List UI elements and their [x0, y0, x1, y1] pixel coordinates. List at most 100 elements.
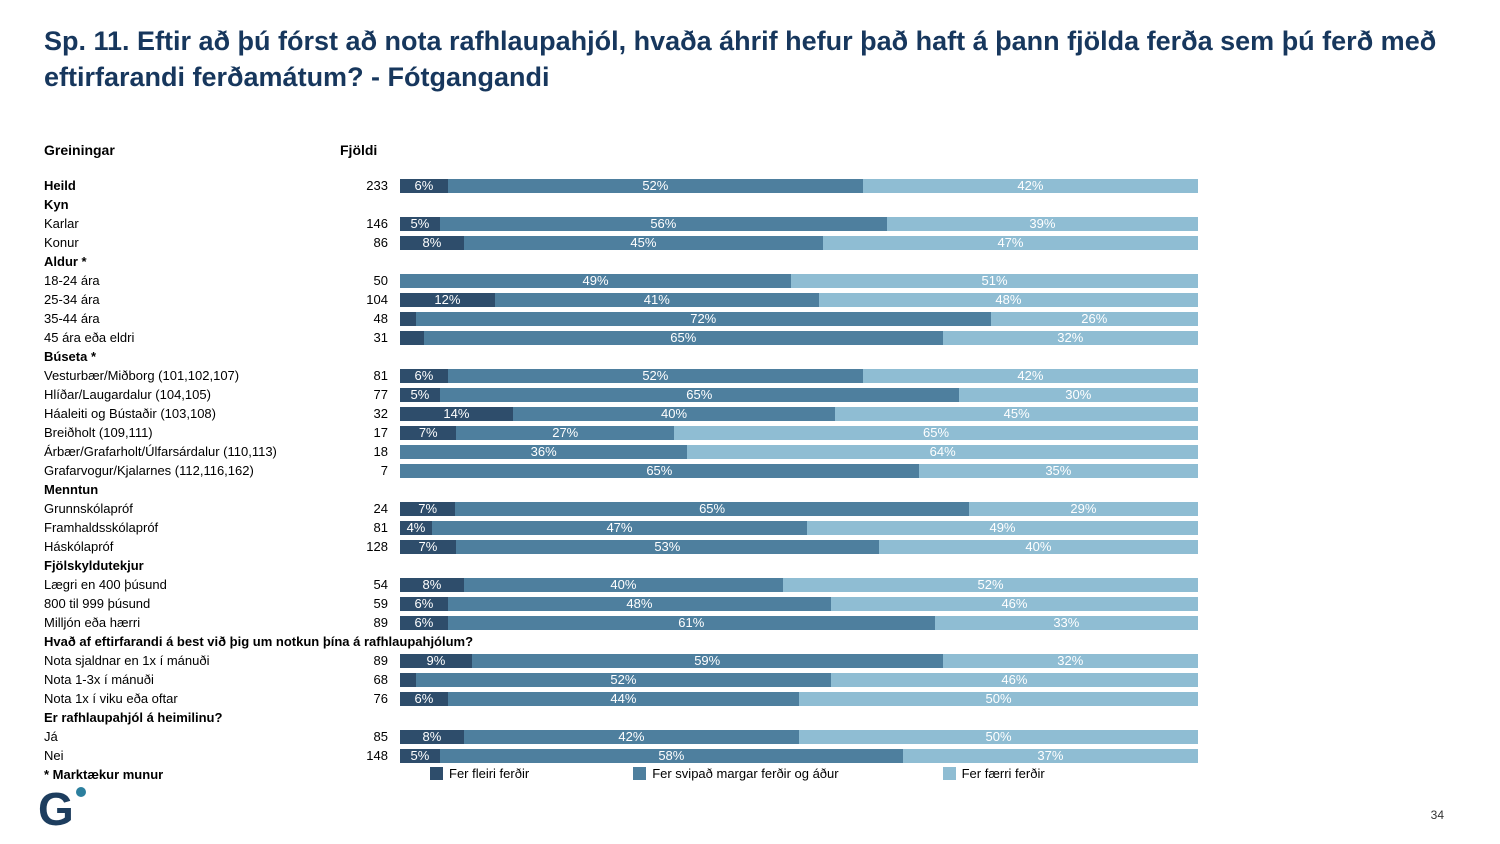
table-row: Háaleiti og Bústaðir (103,108) 32 14% 40% 45… — [44, 404, 1198, 423]
stacked-bar: 5% 58% 37% — [400, 748, 1199, 763]
stacked-bar: 12% 41% 48% — [400, 292, 1198, 307]
legend-item: Fer fleiri ferðir — [430, 766, 529, 781]
bar-segment-label: 50% — [985, 729, 1012, 744]
bar-segment-label: 6% — [414, 691, 434, 706]
bar-segment: 29% — [968, 501, 1198, 516]
stacked-bar: 8% 45% 47% — [400, 235, 1198, 250]
bar-segment: 65% — [674, 425, 1198, 440]
bar-segment-label: 33% — [1053, 615, 1080, 630]
table-row: Nota 1-3x í mánuði 68 52% 46% — [44, 670, 1198, 689]
table-row: Framhaldsskólapróf 81 4% 47% 49% — [44, 518, 1198, 537]
stacked-bar: 49% 51% — [400, 273, 1198, 288]
bar-segment: 37% — [902, 748, 1199, 763]
bar-segment: 65% — [400, 463, 919, 478]
stacked-bar: 8% 40% 52% — [400, 577, 1198, 592]
section-row: Kyn — [44, 195, 1198, 214]
row-label: Háaleiti og Bústaðir (103,108) — [44, 406, 216, 421]
bar-segment: 40% — [463, 577, 784, 592]
section-row: Er rafhlaupahjól á heimilinu? — [44, 708, 1198, 727]
bar-segment-label: 42% — [618, 729, 645, 744]
bar-segment: 65% — [423, 330, 943, 345]
bar-segment: 46% — [830, 672, 1198, 687]
row-count: 18 — [373, 444, 388, 459]
table-row: 35-44 ára 48 72% 26% — [44, 309, 1198, 328]
bar-segment: 8% — [400, 577, 464, 592]
row-count: 89 — [373, 653, 388, 668]
section-row: Búseta * — [44, 347, 1198, 366]
bar-segment: 49% — [400, 273, 792, 288]
bar-segment: 65% — [439, 387, 959, 402]
table-row: Hlíðar/Laugardalur (104,105) 77 5% 65% 30% — [44, 385, 1199, 404]
bar-segment: 12% — [400, 292, 495, 307]
bar-segment-label: 40% — [1025, 539, 1052, 554]
bar-segment-label: 47% — [606, 520, 633, 535]
analysis-table: Greiningar Fjöldi Heild 233 6% 52% 42% Kyn Kar… — [44, 140, 1199, 784]
bar-segment-label: 40% — [610, 577, 637, 592]
bar-segment: 50% — [799, 691, 1198, 706]
row-label: Búseta * — [44, 349, 97, 364]
row-count: 17 — [373, 425, 388, 440]
row-label: Árbær/Grafarholt/Úlfarsárdalur (110,113) — [44, 444, 277, 459]
bar-segment-label: 52% — [642, 178, 669, 193]
bar-segment: 42% — [862, 178, 1198, 193]
table-row: Háskólapróf 128 7% 53% 40% — [44, 537, 1198, 556]
stacked-bar: 7% 53% 40% — [400, 539, 1198, 554]
bar-segment: 30% — [958, 387, 1199, 402]
row-label: Nei — [44, 748, 64, 763]
legend-label: Fer svipað margar ferðir og áður — [652, 766, 839, 781]
table-row: Grafarvogur/Kjalarnes (112,116,162) 7 65% 3… — [44, 461, 1198, 480]
bar-segment: 58% — [439, 748, 903, 763]
bar-segment-label: 48% — [626, 596, 653, 611]
stacked-bar: 6% 61% 33% — [400, 615, 1198, 630]
bar-segment: 52% — [415, 672, 831, 687]
bar-segment: 65% — [455, 501, 969, 516]
bar-segment: 7% — [400, 501, 456, 516]
bar-segment: 36% — [400, 444, 688, 459]
row-label: Hvað af eftirfarandi á best við þig um n… — [44, 634, 474, 649]
row-label: Grunnskólapróf — [44, 501, 133, 516]
bar-segment-label: 29% — [1070, 501, 1097, 516]
bar-segment-label: 8% — [422, 235, 442, 250]
bar-segment: 39% — [886, 216, 1198, 231]
section-row: Hvað af eftirfarandi á best við þig um n… — [44, 632, 1198, 651]
row-label: Kyn — [44, 197, 69, 212]
stacked-bar: 8% 42% 50% — [400, 729, 1198, 744]
legend-item: Fer færri ferðir — [942, 766, 1045, 781]
stacked-bar: 65% 32% — [400, 330, 1198, 345]
bar-segment-label: 26% — [1081, 311, 1108, 326]
bar-segment: 40% — [512, 406, 836, 421]
stacked-bar: 6% 44% 50% — [400, 691, 1198, 706]
bar-segment: 45% — [463, 235, 823, 250]
row-label: Nota 1x í viku eða oftar — [44, 691, 178, 706]
bar-segment-label: 4% — [406, 520, 426, 535]
row-label: Vesturbær/Miðborg (101,102,107) — [44, 368, 240, 383]
table-row: Vesturbær/Miðborg (101,102,107) 81 6% 52% 42… — [44, 366, 1198, 385]
bar-segment: 52% — [447, 368, 863, 383]
bar-segment: 6% — [400, 178, 448, 193]
bar-segment-label: 6% — [414, 178, 434, 193]
bar-segment — [400, 330, 424, 345]
stacked-bar: 14% 40% 45% — [400, 406, 1198, 421]
row-count: 31 — [373, 330, 388, 345]
bar-segment: 5% — [400, 748, 440, 763]
bar-segment-label: 49% — [989, 520, 1016, 535]
row-label: Grafarvogur/Kjalarnes (112,116,162) — [44, 463, 254, 478]
bar-segment: 46% — [830, 596, 1198, 611]
bar-segment-label: 7% — [418, 539, 438, 554]
bar-segment-label: 6% — [414, 368, 434, 383]
bar-segment-label: 32% — [1057, 653, 1084, 668]
legend-label: Fer færri ferðir — [961, 766, 1045, 781]
bar-segment: 8% — [400, 235, 464, 250]
bar-segment-label: 51% — [981, 273, 1008, 288]
bar-segment: 50% — [799, 729, 1198, 744]
row-count: 50 — [373, 273, 388, 288]
stacked-bar: 7% 27% 65% — [400, 425, 1198, 440]
bar-segment: 26% — [990, 311, 1198, 326]
row-count: 128 — [366, 539, 388, 554]
bar-segment-label: 52% — [610, 672, 637, 687]
legend: Fer fleiri ferðir Fer svipað margar ferði… — [430, 766, 1045, 781]
stacked-bar: 72% 26% — [400, 311, 1198, 326]
bar-segment-label: 64% — [929, 444, 956, 459]
bar-segment — [400, 672, 416, 687]
bar-segment — [400, 311, 416, 326]
